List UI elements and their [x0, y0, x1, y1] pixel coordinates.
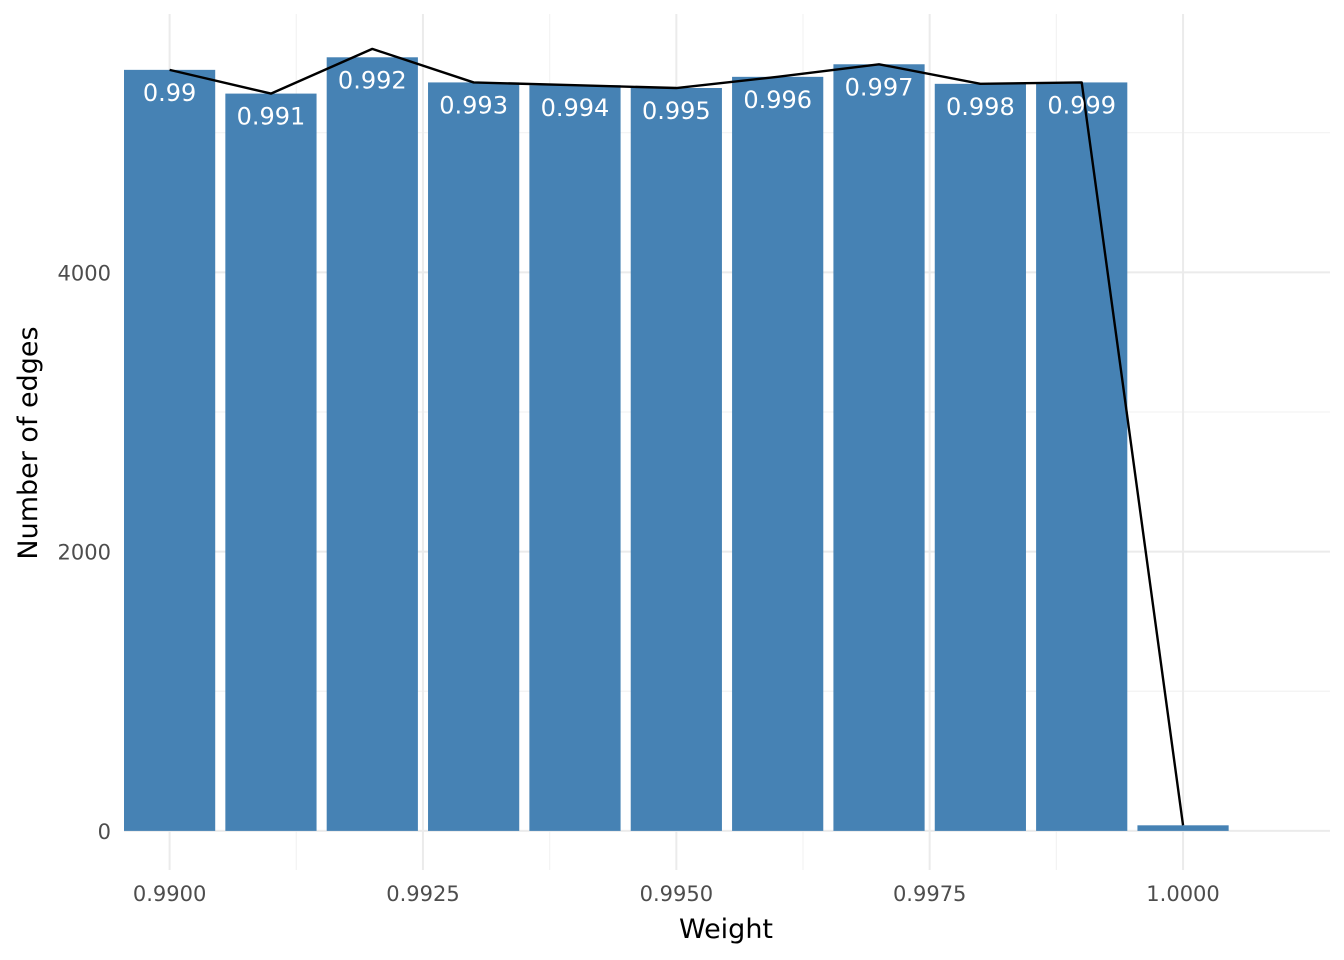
grid [124, 14, 1330, 870]
bar [1137, 825, 1229, 831]
bar [1036, 82, 1128, 831]
bar-value-label: 0.997 [845, 73, 914, 101]
bar-value-labels: 0.99 0.991 0.992 0.993 0.994 0.995 0.996 0.997 0… [143, 66, 1116, 130]
bar-value-label: 0.994 [541, 94, 610, 122]
bar [529, 85, 621, 831]
y-tick-label: 4000 [58, 261, 111, 285]
bar-value-label: 0.993 [439, 91, 508, 119]
x-tick-label: 0.9950 [640, 882, 713, 906]
bar [833, 64, 925, 831]
bar [428, 82, 520, 831]
x-tick-label: 1.0000 [1146, 882, 1219, 906]
bar [326, 57, 418, 831]
bar-value-label: 0.996 [743, 86, 812, 114]
y-axis-ticks: 0 2000 4000 [58, 261, 111, 844]
bar-value-label: 0.992 [338, 66, 407, 94]
x-tick-label: 0.9900 [133, 882, 206, 906]
bar [732, 76, 824, 831]
y-tick-label: 2000 [58, 541, 111, 565]
x-tick-label: 0.9975 [893, 882, 966, 906]
trend-line [169, 47, 1185, 826]
x-tick-label: 0.9925 [386, 882, 459, 906]
x-axis-title: Weight [679, 914, 773, 945]
x-axis-ticks: 0.9900 0.9925 0.9950 0.9975 1.0000 [133, 882, 1220, 906]
bar-value-label: 0.991 [237, 103, 306, 131]
bars [124, 57, 1229, 831]
bar [630, 88, 722, 831]
y-tick-label: 0 [98, 820, 111, 844]
bar-value-label: 0.995 [642, 97, 711, 125]
trend-line-group [169, 47, 1185, 826]
bar [934, 83, 1026, 831]
bar-value-label: 0.99 [143, 79, 196, 107]
bar-value-label: 0.998 [946, 93, 1015, 121]
y-axis-title: Number of edges [13, 326, 44, 559]
bar [225, 93, 317, 831]
bar [124, 69, 216, 831]
bar-value-label: 0.999 [1047, 91, 1116, 119]
